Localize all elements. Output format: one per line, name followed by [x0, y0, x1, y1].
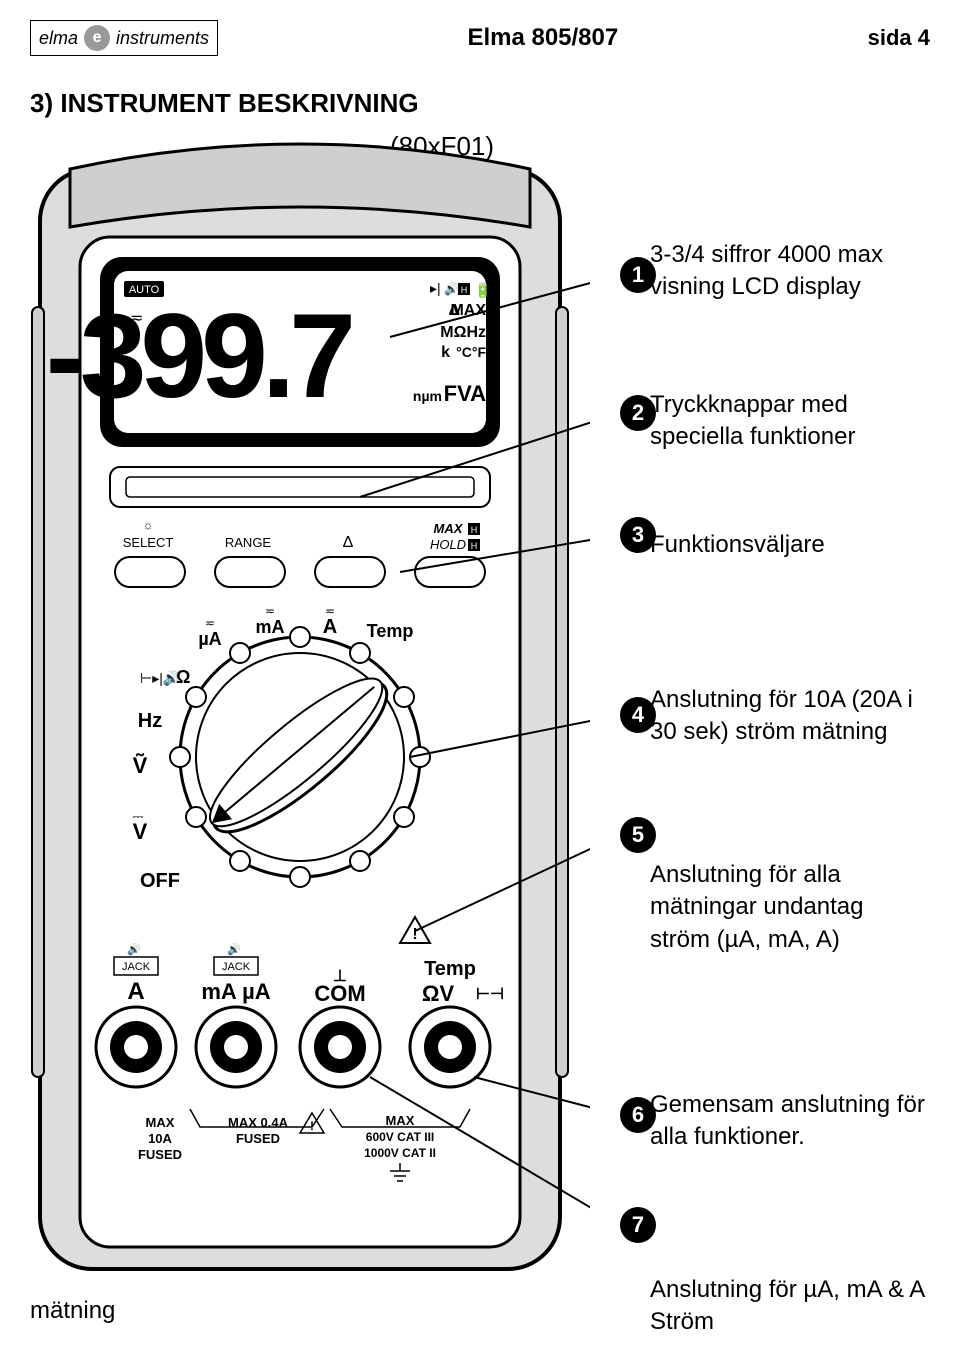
svg-text:MAX: MAX	[386, 1113, 415, 1128]
page-header: elma e instruments Elma 805/807 sida 4	[30, 20, 930, 64]
svg-text:OFF: OFF	[140, 870, 180, 892]
list-item: Funktionsväljare	[650, 527, 825, 561]
svg-text:🔋: 🔋	[474, 282, 491, 299]
svg-text:HOLD: HOLD	[430, 537, 466, 552]
svg-text:⊢▸|🔊: ⊢▸|🔊	[140, 669, 180, 687]
list-item: Tryckknappar med speciella funktioner	[650, 387, 930, 454]
svg-text:Temp: Temp	[367, 621, 414, 641]
item-text: Funktionsväljare	[650, 527, 825, 561]
svg-text:ΩV: ΩV	[422, 981, 455, 1006]
item-text: Gemensam anslutning för alla funktioner.	[650, 1087, 930, 1154]
item-text: 3-3/4 siffror 4000 max visning LCD displ…	[650, 237, 930, 304]
item-text: Anslutning för alla mätningar undantag s…	[650, 857, 930, 956]
svg-text:µA: µA	[198, 629, 221, 649]
svg-text:Temp: Temp	[424, 958, 476, 980]
svg-text:JACK: JACK	[222, 961, 251, 973]
multimeter-svg: AUTO ≂ -399.7 🔊 H 🔋 Δ MAX MΩHz k °C°F nµ…	[30, 137, 590, 1287]
brand-logo: elma e instruments	[30, 20, 218, 56]
logo-e-icon: e	[84, 25, 110, 51]
lcd-digits: -399.7	[46, 289, 352, 423]
svg-text:10A: 10A	[148, 1131, 172, 1146]
svg-text:Ṽ: Ṽ	[133, 753, 148, 778]
svg-text:nµm: nµm	[413, 388, 442, 404]
svg-text:COM: COM	[314, 981, 365, 1006]
svg-text:≂: ≂	[265, 604, 275, 618]
svg-text:mA: mA	[255, 617, 284, 637]
device-illustration: 1 2 3 4 5 6 7	[30, 137, 590, 1287]
svg-text:MAX: MAX	[146, 1115, 175, 1130]
page: elma e instruments Elma 805/807 sida 4 3…	[0, 0, 960, 1365]
list-item: Anslutning för µA, mA & A Ström	[650, 1272, 930, 1339]
svg-text:⊢⊣: ⊢⊣	[476, 986, 504, 1003]
svg-text:FUSED: FUSED	[138, 1147, 182, 1162]
svg-text:H: H	[461, 285, 468, 295]
svg-text:🔊: 🔊	[227, 942, 241, 956]
svg-text:1000V CAT II: 1000V CAT II	[364, 1146, 436, 1160]
device-column: (80xF01) 1 2 3 4 5 6 7	[30, 137, 630, 1287]
svg-text:k: k	[441, 344, 450, 361]
svg-text:H: H	[471, 525, 478, 535]
logo-text-suffix: instruments	[116, 28, 209, 49]
list-item: 3-3/4 siffror 4000 max visning LCD displ…	[650, 237, 930, 304]
svg-text:!: !	[412, 926, 417, 943]
svg-text:▸|: ▸|	[430, 280, 441, 296]
page-title: Elma 805/807	[218, 24, 868, 52]
svg-text:🔊: 🔊	[127, 942, 141, 956]
item-text: Tryckknappar med speciella funktioner	[650, 387, 930, 454]
svg-text:Hz: Hz	[138, 710, 162, 732]
svg-text:☼: ☼	[143, 518, 154, 532]
svg-text:H: H	[471, 541, 478, 551]
svg-text:MAX: MAX	[434, 521, 464, 536]
section-heading: 3) INSTRUMENT BESKRIVNING	[30, 88, 930, 119]
list-item: Gemensam anslutning för alla funktioner.	[650, 1087, 930, 1154]
btn-select-label: SELECT	[123, 535, 174, 550]
svg-text:FUSED: FUSED	[236, 1131, 280, 1146]
list-item: Anslutning för 10A (20A i 30 sek) ström …	[650, 682, 930, 749]
svg-text:≂: ≂	[205, 616, 215, 630]
description-column: 3-3/4 siffror 4000 max visning LCD displ…	[650, 137, 930, 1287]
svg-text:Ω: Ω	[176, 667, 190, 687]
svg-text:V: V	[133, 819, 148, 844]
svg-text:A: A	[323, 616, 337, 638]
svg-text:A: A	[127, 978, 144, 1005]
svg-text:FVA: FVA	[444, 381, 486, 406]
svg-text:MΩHz: MΩHz	[440, 324, 486, 341]
svg-text:🔊: 🔊	[444, 281, 459, 296]
svg-text:JACK: JACK	[122, 961, 151, 973]
item-text: Anslutning för 10A (20A i 30 sek) ström …	[650, 682, 930, 749]
list-item: Anslutning för alla mätningar undantag s…	[650, 857, 930, 956]
svg-text:mA µA: mA µA	[201, 979, 270, 1004]
svg-text:°C°F: °C°F	[456, 344, 486, 360]
logo-text-prefix: elma	[39, 28, 78, 49]
btn-range-label: RANGE	[225, 535, 272, 550]
btn-rel-label: Δ	[343, 534, 354, 551]
item-text: Anslutning för µA, mA & A Ström	[650, 1272, 930, 1339]
svg-text:600V CAT III: 600V CAT III	[366, 1130, 434, 1144]
content-row: (80xF01) 1 2 3 4 5 6 7	[30, 137, 930, 1287]
page-number: sida 4	[868, 25, 930, 51]
